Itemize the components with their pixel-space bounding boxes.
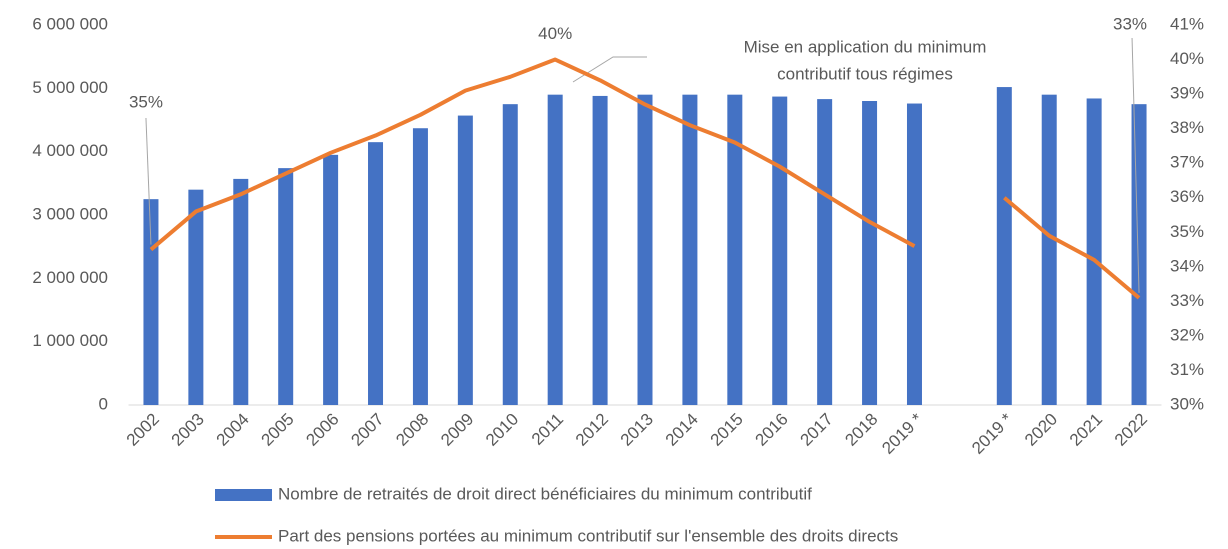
x-tick-label: 2012 <box>572 410 612 450</box>
bar <box>727 94 743 406</box>
bar <box>368 142 384 405</box>
y2-tick-label: 32% <box>1170 325 1204 344</box>
y2-tick-label: 40% <box>1170 49 1204 68</box>
y-tick-label: 4 000 000 <box>32 141 108 160</box>
bar <box>1131 104 1147 406</box>
x-tick-label: 2010 <box>482 410 522 450</box>
annotation: Mise en application du minimum <box>744 37 987 56</box>
legend-label: Part des pensions portées au minimum con… <box>278 526 898 545</box>
x-tick-label: 2022 <box>1111 410 1151 450</box>
y-tick-label: 2 000 000 <box>32 268 108 287</box>
x-tick-label: 2014 <box>662 410 702 450</box>
label-leader <box>145 117 152 245</box>
y2-tick-label: 35% <box>1170 222 1204 241</box>
x-tick-label: 2011 <box>528 410 567 449</box>
y2-tick-label: 30% <box>1170 394 1204 413</box>
bar <box>862 101 878 405</box>
y-tick-label: 1 000 000 <box>32 331 108 350</box>
bar <box>592 95 608 405</box>
label-leader <box>1131 37 1140 293</box>
bar <box>817 99 833 405</box>
bar <box>1041 94 1057 406</box>
x-tick-label: 2003 <box>168 410 208 450</box>
x-tick-label: 2009 <box>437 410 477 450</box>
bar <box>143 199 159 405</box>
bar <box>188 189 204 405</box>
y2-tick-label: 33% <box>1170 291 1204 310</box>
bar <box>547 94 563 406</box>
x-tick-label: 2020 <box>1021 410 1061 450</box>
x-tick-label: 2002 <box>123 410 163 450</box>
y-tick-label: 6 000 000 <box>32 14 108 33</box>
bar <box>682 94 698 406</box>
x-tick-label: 2021 <box>1066 410 1106 450</box>
legend-swatch <box>215 489 272 501</box>
bar <box>233 178 249 405</box>
bar <box>278 168 294 405</box>
y2-tick-label: 34% <box>1170 256 1204 275</box>
y-tick-label: 3 000 000 <box>32 204 108 223</box>
y2-tick-label: 37% <box>1170 153 1204 172</box>
annotation: contributif tous régimes <box>777 64 953 83</box>
y2-tick-label: 36% <box>1170 187 1204 206</box>
x-tick-label: 2006 <box>302 410 342 450</box>
y2-tick-label: 31% <box>1170 360 1204 379</box>
annotation-leader <box>572 56 647 83</box>
data-label: 35% <box>129 92 163 111</box>
bar <box>996 87 1012 406</box>
bar <box>637 94 653 406</box>
data-label: 40% <box>538 24 572 43</box>
x-tick-label: 2013 <box>617 410 657 450</box>
y2-tick-label: 41% <box>1170 14 1204 33</box>
x-tick-label: 2019 * <box>968 409 1016 457</box>
y-tick-label: 0 <box>99 394 108 413</box>
data-label: 33% <box>1113 14 1147 33</box>
legend-label: Nombre de retraités de droit direct béné… <box>278 484 812 503</box>
line <box>149 57 1141 300</box>
bar <box>502 104 518 406</box>
bar <box>412 128 428 405</box>
x-tick-label: 2017 <box>796 410 836 450</box>
x-tick-label: 2005 <box>258 410 298 450</box>
bar <box>1086 98 1102 405</box>
y2-tick-label: 38% <box>1170 118 1204 137</box>
x-tick-label: 2015 <box>707 410 747 450</box>
y-tick-label: 5 000 000 <box>32 78 108 97</box>
x-tick-label: 2018 <box>841 410 881 450</box>
bar <box>457 115 473 406</box>
bar <box>906 103 922 406</box>
bar <box>772 96 788 406</box>
x-tick-label: 2007 <box>347 410 387 450</box>
x-tick-label: 2004 <box>213 410 253 450</box>
x-tick-label: 2016 <box>752 410 792 450</box>
x-tick-label: 2008 <box>392 410 432 450</box>
x-tick-label: 2019 * <box>878 409 926 457</box>
bar <box>323 154 339 405</box>
y2-tick-label: 39% <box>1170 84 1204 103</box>
